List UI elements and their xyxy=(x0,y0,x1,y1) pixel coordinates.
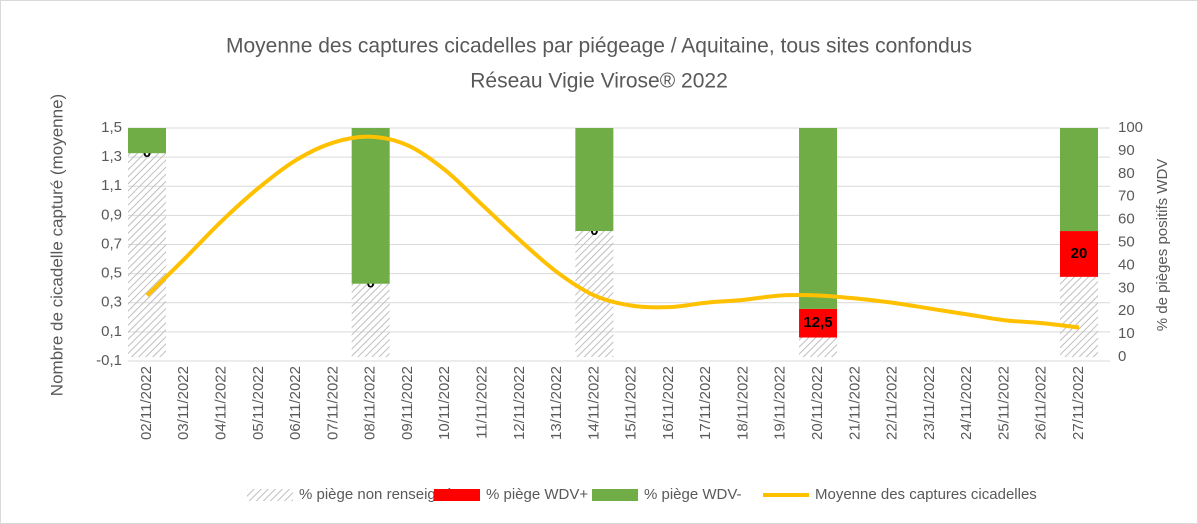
bar-segment xyxy=(799,337,838,357)
bar-segment xyxy=(351,128,390,284)
x-tick-label: 09/11/2022 xyxy=(399,366,416,440)
x-tick-label: 08/11/2022 xyxy=(362,366,379,440)
chart-subtitle: Réseau Vigie Virose® 2022 xyxy=(470,70,728,93)
bar-segment xyxy=(1060,128,1098,232)
x-tick-label: 22/11/2022 xyxy=(884,366,901,440)
y-tick-label: 1,5 xyxy=(101,119,122,136)
y2-tick-label: 80 xyxy=(1118,165,1135,182)
y-tick-label: 0,7 xyxy=(101,235,122,252)
x-tick-label: 27/11/2022 xyxy=(1070,366,1087,440)
bar-segment xyxy=(1060,276,1098,357)
y2-axis-label: % de pièges positifs WDV xyxy=(1154,159,1171,332)
x-tick-label: 12/11/2022 xyxy=(511,366,528,440)
x-tick-label: 05/11/2022 xyxy=(250,366,267,440)
legend-label: % piège WDV- xyxy=(644,486,742,503)
x-tick-label: 13/11/2022 xyxy=(548,366,565,440)
legend-label: % piège non renseigné xyxy=(299,486,452,503)
y2-tick-label: 20 xyxy=(1118,302,1135,319)
bar-segment xyxy=(351,283,390,357)
bar-segment xyxy=(799,308,838,338)
x-tick-label: 25/11/2022 xyxy=(995,366,1012,440)
x-tick-label: 21/11/2022 xyxy=(846,366,863,440)
y2-tick-label: 10 xyxy=(1118,325,1135,342)
y2-tick-label: 70 xyxy=(1118,188,1135,205)
y-tick-label: -0,1 xyxy=(96,352,122,369)
x-tick-label: 17/11/2022 xyxy=(697,366,714,440)
x-tick-label: 19/11/2022 xyxy=(772,366,789,440)
data-label: 20 xyxy=(1071,245,1088,262)
chart-title: Moyenne des captures cicadelles par piég… xyxy=(226,35,972,58)
y2-tick-label: 30 xyxy=(1118,279,1135,296)
legend-swatch xyxy=(434,489,480,501)
y-tick-label: 0,9 xyxy=(101,206,122,223)
y2-tick-label: 40 xyxy=(1118,256,1135,273)
x-tick-label: 15/11/2022 xyxy=(623,366,640,440)
x-tick-label: 06/11/2022 xyxy=(287,366,304,440)
bar-segment xyxy=(1060,231,1098,277)
y2-tick-label: 50 xyxy=(1118,233,1135,250)
x-tick-label: 18/11/2022 xyxy=(734,366,751,440)
bar-segment xyxy=(799,128,838,309)
x-tick-label: 04/11/2022 xyxy=(213,366,230,440)
x-tick-label: 11/11/2022 xyxy=(473,366,490,439)
legend-label: Moyenne des captures cicadelles xyxy=(815,486,1037,503)
y2-tick-label: 0 xyxy=(1118,348,1126,365)
legend-label: % piège WDV+ xyxy=(486,486,588,503)
y2-tick-label: 90 xyxy=(1118,142,1135,159)
bar-segment xyxy=(128,128,166,154)
x-tick-label: 02/11/2022 xyxy=(138,366,155,440)
y2-tick-label: 100 xyxy=(1118,119,1143,136)
legend-swatch xyxy=(592,489,638,501)
x-tick-label: 14/11/2022 xyxy=(585,366,602,440)
line-series xyxy=(145,134,1080,330)
data-label: 12,5 xyxy=(803,314,832,331)
y-tick-label: 0,5 xyxy=(101,265,122,282)
bar-segment xyxy=(575,128,614,232)
legend-swatch xyxy=(247,489,293,501)
x-tick-label: 03/11/2022 xyxy=(175,366,192,440)
x-tick-label: 23/11/2022 xyxy=(921,366,938,440)
x-tick-label: 20/11/2022 xyxy=(809,366,826,440)
y-tick-label: 1,1 xyxy=(101,177,122,194)
bar-segment xyxy=(128,153,166,357)
y-tick-label: 0,1 xyxy=(101,323,122,340)
x-tick-label: 07/11/2022 xyxy=(324,366,341,440)
x-tick-label: 16/11/2022 xyxy=(660,366,677,440)
y-tick-label: 0,3 xyxy=(101,294,122,311)
x-tick-label: 24/11/2022 xyxy=(958,366,975,440)
x-tick-label: 10/11/2022 xyxy=(436,366,453,440)
x-tick-label: 26/11/2022 xyxy=(1033,366,1050,440)
y-axis-label: Nombre de cicadelle capturé (moyenne) xyxy=(47,94,66,396)
y2-tick-label: 60 xyxy=(1118,211,1135,228)
y-tick-label: 1,3 xyxy=(101,148,122,165)
